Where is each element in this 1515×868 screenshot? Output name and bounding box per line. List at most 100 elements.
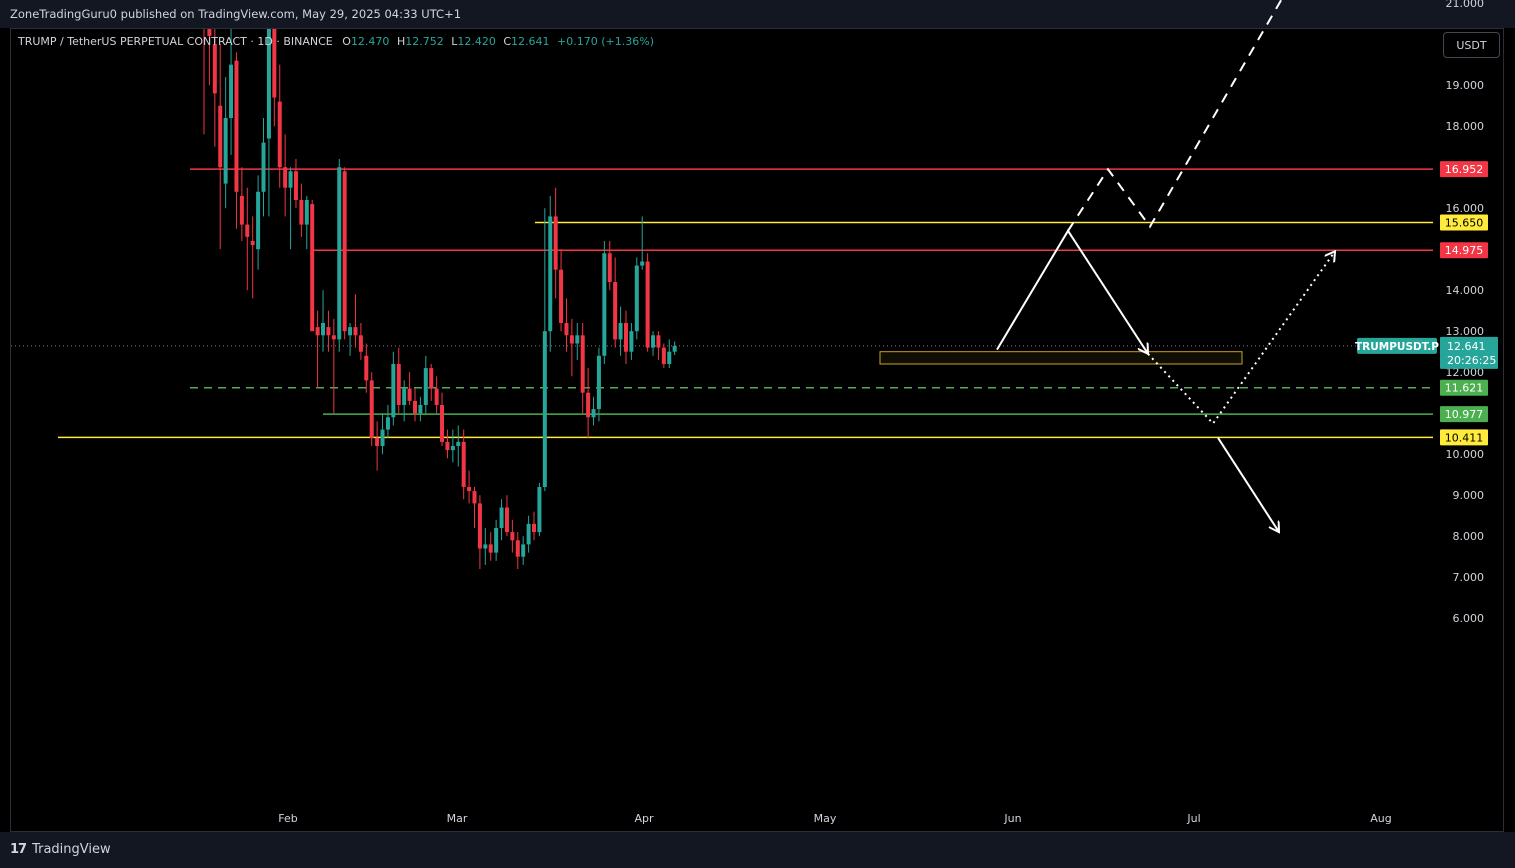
candle-body	[472, 491, 477, 504]
candle-body	[277, 101, 282, 168]
candle-body	[250, 241, 255, 246]
candle-body	[580, 335, 585, 393]
candle-body	[391, 364, 396, 418]
candle-body	[380, 429, 385, 446]
candle-body	[229, 64, 234, 118]
candle-body	[607, 253, 612, 282]
candle-body	[364, 355, 369, 381]
candles	[203, 29, 677, 569]
candle-body	[456, 441, 461, 446]
time-tick-label: Apr	[634, 812, 654, 825]
time-tick-label: Aug	[1370, 812, 1391, 825]
price-axis: 6.000 7.000 8.000 9.000 10.000 12.000 13.000 14…	[1355, 0, 1498, 625]
candle-body	[672, 345, 677, 352]
price-tick-label: 16.000	[1446, 202, 1485, 215]
symbol-legend: TRUMP / TetherUS PERPETUAL CONTRACT · 1D…	[18, 35, 654, 48]
candle-body	[586, 392, 591, 418]
candle-body	[532, 523, 537, 533]
price-tick-label: 21.000	[1446, 0, 1485, 10]
candle-body	[342, 171, 347, 332]
last-price-value: 12.641	[1447, 340, 1486, 353]
candle-body	[634, 265, 639, 332]
tradingview-logo[interactable]: 17 TradingView	[10, 842, 111, 857]
candle-body	[304, 200, 309, 225]
projection-path-alternate	[1147, 251, 1335, 426]
candle-body	[667, 351, 672, 364]
high-value: 12.752	[405, 35, 444, 48]
low-label: L	[451, 35, 458, 48]
low-value: 12.420	[457, 35, 496, 48]
projection-path-bearish	[1217, 437, 1279, 532]
chart-frame[interactable]	[10, 28, 1504, 832]
candle-body	[256, 191, 261, 250]
price-tick-label: 6.000	[1453, 612, 1485, 625]
candle-body	[310, 204, 315, 332]
candle-body	[385, 417, 390, 430]
candle-body	[569, 335, 574, 344]
close-label: C	[503, 35, 512, 48]
bottom-bar	[0, 832, 1515, 868]
level-price-tag	[1440, 161, 1488, 178]
level-price-tag	[1440, 379, 1488, 396]
level-price-label: 16.952	[1445, 163, 1484, 176]
candle-body	[418, 405, 423, 414]
candle-body	[640, 261, 645, 266]
candle-body	[618, 323, 623, 340]
time-tick-label: Feb	[278, 812, 297, 825]
price-tick-label: 12.000	[1446, 366, 1485, 379]
projection-paths	[996, 0, 1335, 532]
candle-body	[266, 29, 271, 139]
candle-body	[515, 540, 520, 557]
change-value: +0.170 (+1.36%)	[557, 35, 654, 48]
candle-body	[315, 327, 320, 336]
candle-body	[261, 142, 266, 192]
candle-body	[326, 327, 331, 336]
level-price-tag	[1440, 406, 1488, 423]
candle-body	[272, 29, 277, 98]
candle-body	[434, 388, 439, 405]
price-tick-label: 19.000	[1446, 79, 1485, 92]
candle-body	[445, 441, 450, 451]
publish-info: ZoneTradingGuru0 published on TradingVie…	[10, 7, 462, 21]
candle-body	[548, 216, 553, 332]
time-tick-label: May	[814, 812, 837, 825]
candle-body	[467, 487, 472, 492]
candle-body	[450, 446, 455, 451]
symbol-tag	[1357, 337, 1437, 354]
candle-body	[407, 388, 412, 401]
high-label: H	[396, 35, 406, 48]
candle-body	[245, 224, 250, 237]
candle-body	[483, 544, 488, 549]
price-tick-label: 8.000	[1453, 530, 1485, 543]
last-price-tag	[1440, 336, 1498, 369]
candle-body	[234, 60, 239, 192]
currency-button[interactable]: USDT	[1443, 32, 1500, 58]
candle-body	[358, 335, 363, 352]
symbol-title: TRUMP / TetherUS PERPETUAL CONTRACT · 1D…	[18, 35, 333, 48]
candle-body	[331, 335, 336, 340]
candle-body	[575, 335, 580, 344]
close-value: 12.641	[511, 35, 550, 48]
zone-box	[879, 351, 1243, 365]
candle-body	[656, 335, 661, 348]
candle-body	[537, 487, 542, 533]
projection-path-bullish	[1067, 0, 1283, 232]
candle-body	[526, 523, 531, 545]
candle-body	[218, 105, 223, 168]
candle-body	[321, 323, 326, 336]
open-value: 12.470	[350, 35, 390, 48]
price-tick-label: 18.000	[1446, 120, 1485, 133]
candle-body	[499, 507, 504, 528]
candle-body	[504, 507, 509, 533]
level-price-label: 10.977	[1445, 408, 1484, 421]
candle-body	[369, 380, 374, 438]
candle-body	[488, 544, 493, 553]
price-tick-label: 7.000	[1453, 571, 1485, 584]
candle-body	[542, 331, 547, 487]
time-axis: Feb Mar Apr May Jun Jul Aug	[278, 812, 1391, 825]
candle-body	[353, 327, 358, 336]
price-tick-label: 9.000	[1453, 489, 1485, 502]
candle-body	[596, 355, 601, 410]
candle-body	[591, 409, 596, 418]
